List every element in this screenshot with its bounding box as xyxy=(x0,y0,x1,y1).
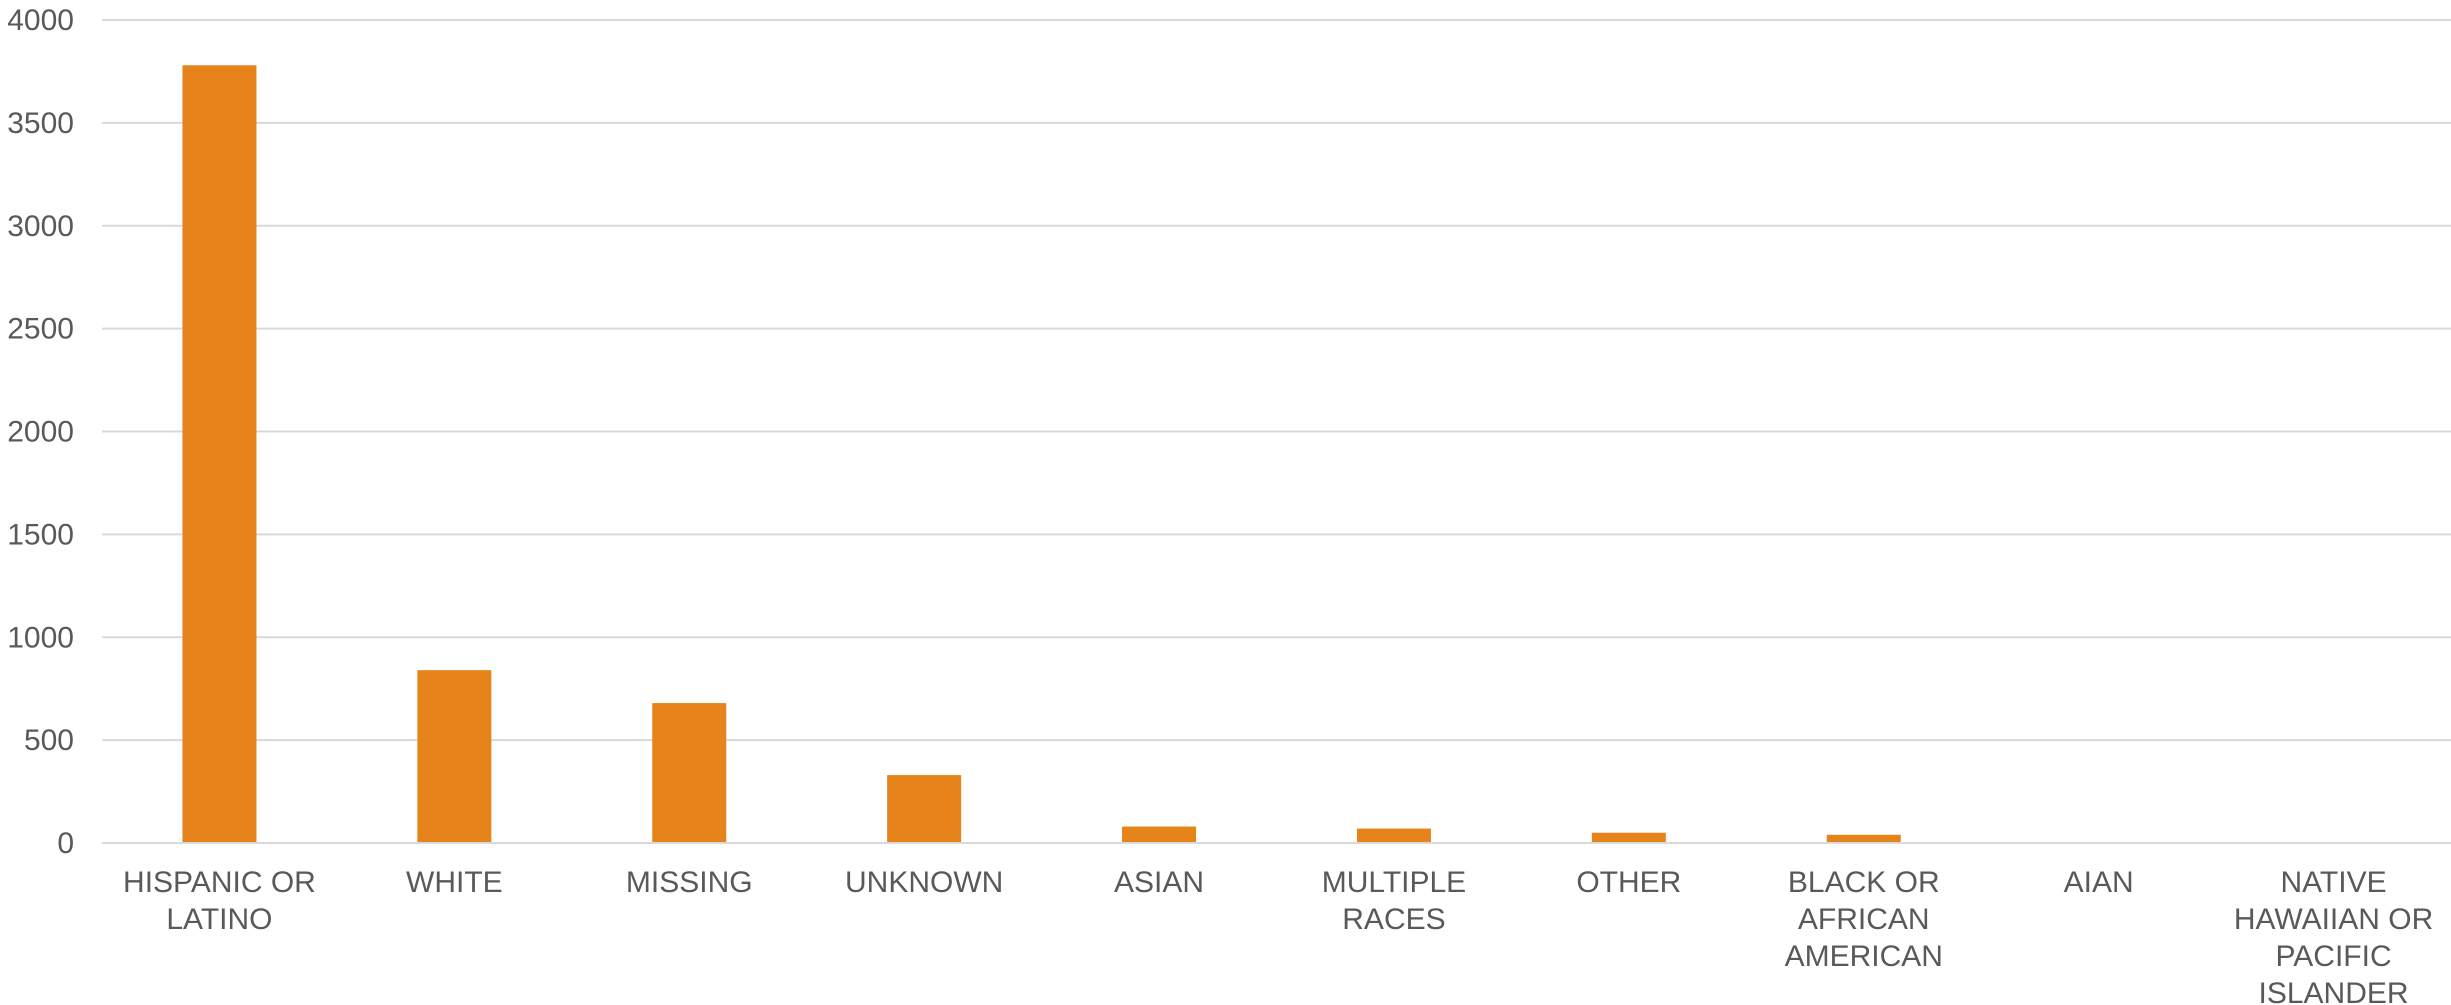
gridlines xyxy=(102,19,2451,742)
x-tick-label-line: AIAN xyxy=(2064,866,2134,899)
x-tick-label-line: MISSING xyxy=(626,866,753,899)
x-tick-label: NATIVE HAWAIIAN OR PACIFIC ISLANDER xyxy=(2234,866,2433,1005)
x-tick-label: HISPANIC OR LATINO xyxy=(123,866,316,936)
x-tick-label-line: LATINO xyxy=(166,903,272,936)
x-tick-label-line: HAWAIIAN OR xyxy=(2234,903,2433,936)
x-tick-label-line: ASIAN xyxy=(1114,866,1204,899)
x-tick-label-line: UNKNOWN xyxy=(845,866,1003,899)
x-tick-label-line: PACIFIC xyxy=(2275,940,2391,973)
x-tick-label: UNKNOWN xyxy=(845,866,1003,899)
bar-6 xyxy=(1591,832,1666,843)
bar-5 xyxy=(1356,828,1431,843)
x-tick-label-line: MULTIPLE xyxy=(1322,866,1466,899)
x-tick-label-line: AFRICAN xyxy=(1798,903,1930,936)
bar-0 xyxy=(182,65,257,843)
x-tick-label-line: ISLANDER xyxy=(2259,977,2409,1005)
x-tick-label-line: NATIVE xyxy=(2280,866,2386,899)
y-tick-label: 500 xyxy=(24,724,74,757)
x-tick-label-line: AMERICAN xyxy=(1785,940,1943,973)
x-tick-label: BLACK OR AFRICAN AMERICAN xyxy=(1785,866,1943,973)
x-tick-label-line: HISPANIC OR xyxy=(123,866,316,899)
bar-7 xyxy=(1826,834,1901,843)
bars xyxy=(182,65,2371,843)
y-tick-label: 4000 xyxy=(7,4,74,37)
y-tick-label: 2000 xyxy=(7,416,74,449)
x-tick-label: OTHER xyxy=(1576,866,1681,899)
x-tick-label-line: WHITE xyxy=(406,866,503,899)
x-tick-label-line: RACES xyxy=(1342,903,1445,936)
bar-2 xyxy=(652,703,727,843)
bar-3 xyxy=(887,775,962,843)
y-tick-label: 1000 xyxy=(7,621,74,654)
y-tick-label: 0 xyxy=(57,827,74,860)
y-tick-label: 3500 xyxy=(7,107,74,140)
y-tick-label: 3000 xyxy=(7,210,74,243)
x-tick-label: MULTIPLE RACES xyxy=(1322,866,1466,936)
bar-4 xyxy=(1122,826,1197,843)
x-tick-label: AIAN xyxy=(2064,866,2134,899)
x-tick-label-line: OTHER xyxy=(1576,866,1681,899)
x-tick-label: MISSING xyxy=(626,866,753,899)
bar-1 xyxy=(417,670,492,843)
x-tick-label: ASIAN xyxy=(1114,866,1204,899)
y-axis: 0 500 1000 1500 2000 2500 3000 3500 4000 xyxy=(7,4,74,860)
x-axis: HISPANIC OR LATINO WHITE MISSING UNKNOWN ASIA… xyxy=(102,842,2451,1005)
x-tick-label: WHITE xyxy=(406,866,503,899)
x-tick-label-line: BLACK OR xyxy=(1788,866,1940,899)
y-tick-label: 1500 xyxy=(7,518,74,551)
y-tick-label: 2500 xyxy=(7,313,74,346)
